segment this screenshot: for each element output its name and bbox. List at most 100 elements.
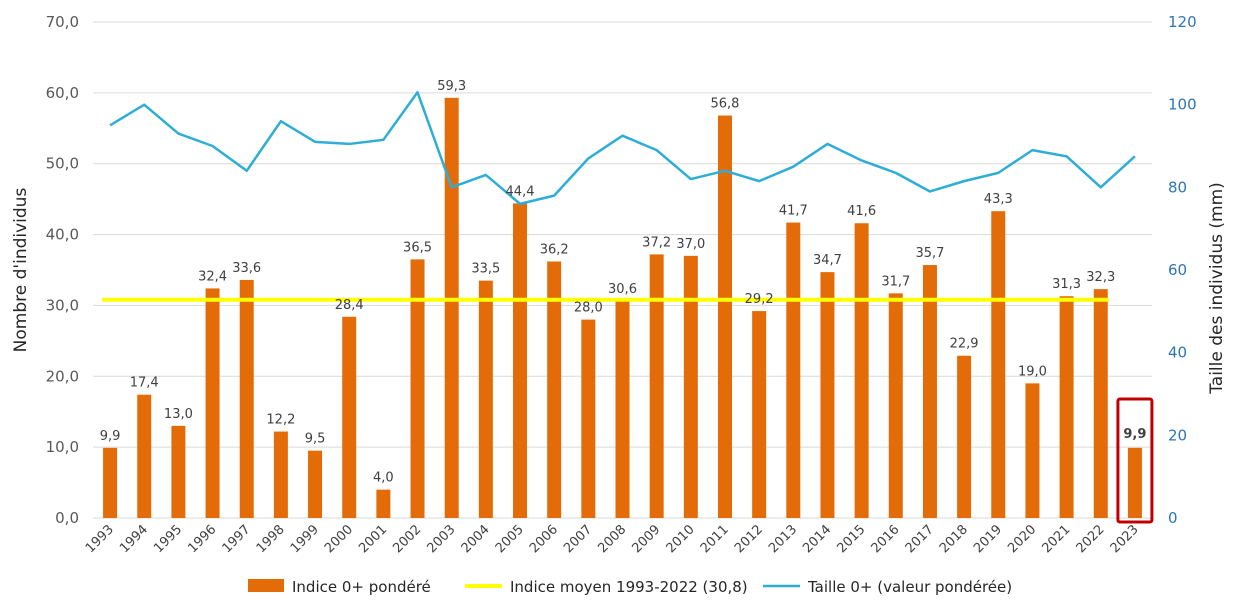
data-label: 36,5 [403, 240, 432, 255]
legend-label-size: Taille 0+ (valeur pondérée) [807, 578, 1012, 596]
x-tick-label: 1993 [83, 522, 117, 556]
data-label: 35,7 [915, 246, 944, 261]
x-tick-label: 2014 [800, 522, 834, 556]
y2-tick-label: 120 [1168, 13, 1197, 31]
y2-axis-title: Taille des individus (mm) [1207, 182, 1227, 395]
data-label: 22,9 [950, 337, 979, 352]
data-label: 31,3 [1052, 277, 1081, 292]
y-tick-label: 70,0 [46, 13, 79, 31]
x-tick-label: 2015 [834, 522, 868, 556]
bar [1093, 289, 1108, 518]
y2-tick-label: 100 [1168, 96, 1197, 114]
bar [1025, 383, 1040, 518]
y2-tick-label: 60 [1168, 261, 1187, 279]
x-tick-label: 1998 [254, 522, 288, 556]
bar [444, 97, 459, 519]
data-label: 59,3 [437, 79, 466, 94]
x-tick-label: 2017 [903, 522, 937, 556]
y-tick-label: 60,0 [46, 84, 79, 102]
bar [957, 355, 972, 518]
x-tick-label: 2003 [425, 522, 459, 556]
y-tick-label: 50,0 [46, 155, 79, 173]
data-label: 32,3 [1086, 270, 1115, 285]
data-label: 41,7 [779, 204, 808, 219]
x-tick-label: 1996 [185, 522, 219, 556]
bar [1059, 296, 1074, 518]
data-label: 37,0 [676, 237, 705, 252]
data-label: 43,3 [984, 192, 1013, 207]
bar [308, 450, 323, 518]
x-tick-label: 1997 [220, 522, 254, 556]
x-tick-label: 2005 [493, 522, 527, 556]
bar [103, 447, 118, 518]
x-tick-label: 2001 [356, 522, 390, 556]
x-tick-label: 2022 [1074, 522, 1108, 556]
bar [820, 272, 835, 518]
data-label: 33,6 [232, 261, 261, 276]
x-tick-label: 1994 [117, 522, 151, 556]
data-label: 31,7 [881, 274, 910, 289]
bar [273, 431, 288, 518]
data-label: 12,2 [266, 413, 295, 428]
bar [1127, 447, 1142, 518]
data-label: 28,0 [574, 301, 603, 316]
legend-label-average: Indice moyen 1993-2022 (30,8) [510, 578, 748, 596]
legend-swatch-bars [248, 579, 284, 592]
y-tick-label: 40,0 [46, 226, 79, 244]
x-tick-label: 2007 [561, 522, 595, 556]
x-tick-label: 2008 [595, 522, 629, 556]
data-label: 9,9 [100, 429, 121, 444]
legend-label-bars: Indice 0+ pondéré [292, 578, 431, 596]
bar [205, 288, 220, 518]
x-tick-label: 2016 [869, 522, 903, 556]
bar [888, 293, 903, 518]
bar [342, 316, 357, 518]
data-label: 17,4 [130, 376, 159, 391]
x-tick-label: 2000 [322, 522, 356, 556]
y-tick-label: 20,0 [46, 367, 79, 385]
data-label: 41,6 [847, 204, 876, 219]
data-label: 29,2 [745, 292, 774, 307]
y2-tick-label: 40 [1168, 344, 1187, 362]
highlight-box [1116, 397, 1154, 524]
data-label: 56,8 [711, 97, 740, 112]
data-label: 30,6 [608, 282, 637, 297]
y-tick-label: 30,0 [46, 296, 79, 314]
bar [752, 311, 767, 518]
y2-tick-label: 20 [1168, 426, 1187, 444]
x-tick-label: 2006 [527, 522, 561, 556]
bar [171, 425, 186, 518]
data-label: 28,4 [335, 298, 364, 313]
x-tick-label: 2011 [698, 522, 732, 556]
x-tick-label: 2009 [629, 522, 663, 556]
y-tick-label: 0,0 [55, 509, 79, 527]
x-tick-label: 2019 [971, 522, 1005, 556]
x-tick-label: 2023 [1108, 522, 1142, 556]
bar [239, 279, 254, 518]
bar [854, 223, 869, 518]
bar [717, 115, 732, 518]
x-tick-label: 2013 [766, 522, 800, 556]
bar [410, 259, 425, 518]
x-tick-label: 1995 [151, 522, 185, 556]
bar [615, 301, 630, 518]
size-line [109, 91, 1136, 206]
y2-tick-label: 0 [1168, 509, 1178, 527]
bar [991, 211, 1006, 518]
x-tick-label: 2002 [390, 522, 424, 556]
data-label: 13,0 [164, 407, 193, 422]
bar [513, 203, 528, 518]
x-tick-label: 1999 [288, 522, 322, 556]
bar [649, 254, 664, 518]
data-label: 9,5 [305, 432, 326, 447]
x-tick-label: 2010 [664, 522, 698, 556]
bar [478, 280, 493, 518]
x-tick-label: 2018 [937, 522, 971, 556]
data-label: 19,0 [1018, 364, 1047, 379]
data-label: 37,2 [642, 235, 671, 250]
bar [581, 319, 596, 518]
data-label: 32,4 [198, 269, 227, 284]
bar [922, 265, 937, 518]
bar [137, 394, 152, 518]
